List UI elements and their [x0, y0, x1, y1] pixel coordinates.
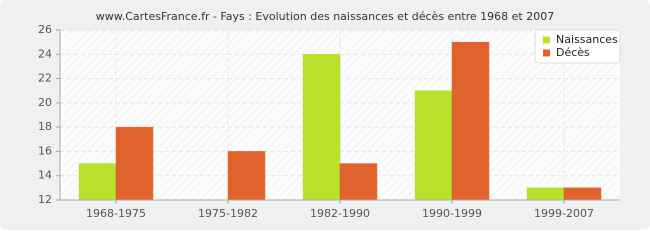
legend-label: Naissances [556, 33, 618, 46]
x-tick-label: 1990-1999 [422, 207, 482, 220]
bar [339, 163, 378, 201]
y-tick-label: 14 [38, 169, 52, 182]
y-tick-label: 22 [38, 72, 52, 85]
x-tick-label: 1999-2007 [534, 207, 594, 220]
legend-label: Décès [556, 46, 590, 59]
chart: www.CartesFrance.fr - Fays : Evolution d… [0, 0, 650, 230]
x-tick-label: 1982-1990 [310, 207, 370, 220]
legend-swatch [543, 49, 550, 57]
y-tick-label: 20 [38, 96, 52, 109]
y-tick-label: 18 [38, 120, 52, 133]
bar [115, 126, 154, 201]
legend-swatch [543, 36, 550, 44]
bar [302, 54, 341, 201]
x-tick-label: 1975-1982 [198, 207, 258, 220]
bar [451, 41, 490, 201]
x-tick-label: 1968-1975 [86, 207, 146, 220]
bar [563, 187, 602, 201]
bar [78, 163, 117, 201]
bar [227, 151, 266, 201]
bar [526, 187, 565, 201]
chart-title: www.CartesFrance.fr - Fays : Evolution d… [96, 10, 554, 23]
y-tick-label: 12 [38, 193, 52, 206]
y-tick-label: 24 [38, 47, 52, 60]
y-tick-label: 26 [38, 23, 52, 36]
y-tick-label: 16 [38, 144, 52, 157]
legend-box [534, 29, 621, 64]
bar [414, 90, 453, 201]
